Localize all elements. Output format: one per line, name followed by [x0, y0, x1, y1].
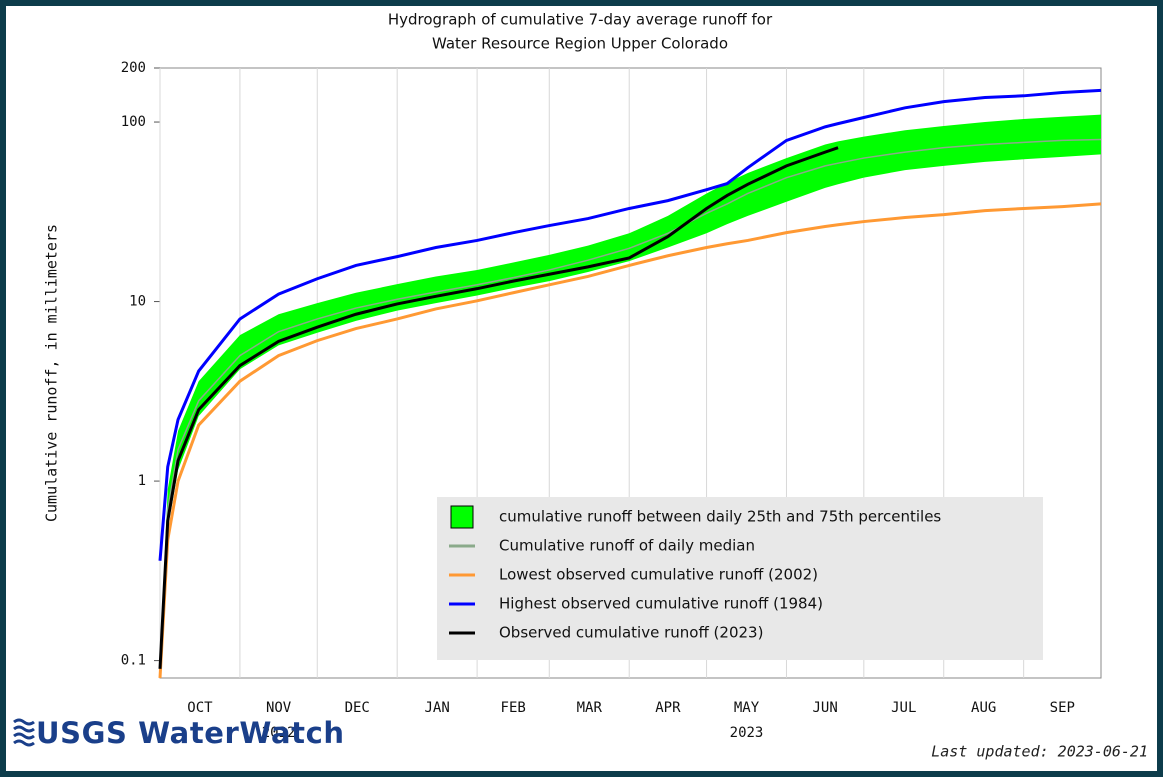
chart-title: Hydrograph of cumulative 7-day average r… [388, 11, 773, 29]
y-tick-label: 0.1 [121, 653, 146, 669]
series-line [158, 202, 1102, 679]
y-tick-label: 10 [129, 294, 146, 310]
legend-label: Lowest observed cumulative runoff (2002) [499, 566, 818, 584]
legend-label: cumulative runoff between daily 25th and… [499, 508, 941, 526]
x-tick-label: JUN [812, 700, 837, 716]
series-line [158, 146, 839, 669]
x-tick-label: SEP [1050, 700, 1075, 716]
x-tick-label: APR [655, 700, 681, 716]
legend-label: Observed cumulative runoff (2023) [499, 624, 763, 642]
legend-box [437, 497, 1043, 660]
y-tick-label: 100 [121, 114, 146, 130]
legend-swatch [450, 505, 474, 529]
legend-label: Cumulative runoff of daily median [499, 537, 755, 555]
logo-icon [13, 718, 35, 747]
logo: USGS WaterWatch [36, 716, 344, 750]
x-tick-label: MAY [734, 700, 760, 716]
x-tick-label: JAN [424, 700, 449, 716]
x-tick-label: FEB [501, 700, 526, 716]
x-tick-label: JUL [891, 700, 916, 716]
x-tick-label: AUG [971, 700, 996, 716]
x-tick-label: MAR [577, 700, 603, 716]
x-tick-label: DEC [345, 700, 370, 716]
series-line [158, 88, 1102, 561]
y-tick-label: 1 [138, 473, 146, 489]
x-tick-label: NOV [266, 700, 292, 716]
chart-subtitle: Water Resource Region Upper Colorado [432, 35, 728, 53]
year-label: 2023 [730, 725, 764, 741]
legend-label: Highest observed cumulative runoff (1984… [499, 595, 823, 613]
y-tick-label: 200 [121, 60, 146, 76]
series-line [159, 138, 1102, 669]
last-updated: Last updated: 2023-06-21 [931, 743, 1148, 761]
y-axis-label: Cumulative runoff, in millimeters [43, 224, 61, 522]
year-label: 2022 [262, 725, 296, 741]
x-tick-label: OCT [187, 700, 213, 716]
